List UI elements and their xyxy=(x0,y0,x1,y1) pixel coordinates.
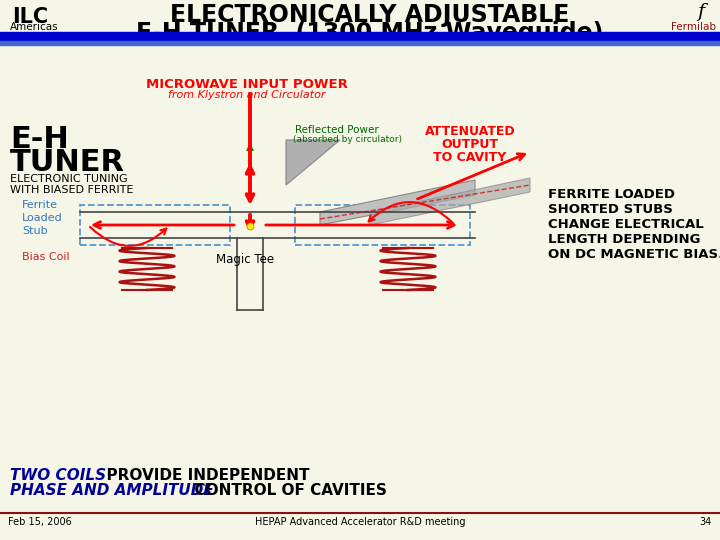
Polygon shape xyxy=(320,180,475,225)
Polygon shape xyxy=(286,140,340,185)
Text: HEPAP Advanced Accelerator R&D meeting: HEPAP Advanced Accelerator R&D meeting xyxy=(255,517,465,527)
Text: from Klystron and Circulator: from Klystron and Circulator xyxy=(168,90,325,100)
Text: ON DC MAGNETIC BIAS.: ON DC MAGNETIC BIAS. xyxy=(548,248,720,261)
Text: CHANGE ELECTRICAL: CHANGE ELECTRICAL xyxy=(548,218,703,231)
Text: SHORTED STUBS: SHORTED STUBS xyxy=(548,203,673,216)
Text: Fermilab: Fermilab xyxy=(671,22,716,32)
Text: ELECTRONICALLY ADJUSTABLE: ELECTRONICALLY ADJUSTABLE xyxy=(171,3,570,27)
Text: TWO COILS: TWO COILS xyxy=(10,468,106,483)
Text: MICROWAVE INPUT POWER: MICROWAVE INPUT POWER xyxy=(146,78,348,91)
Text: TO CAVITY: TO CAVITY xyxy=(433,151,507,164)
Text: PHASE AND AMPLITUDE: PHASE AND AMPLITUDE xyxy=(10,483,214,498)
Text: WITH BIASED FERRITE: WITH BIASED FERRITE xyxy=(10,185,133,195)
Text: Americas: Americas xyxy=(10,22,58,32)
Text: Magic Tee: Magic Tee xyxy=(216,253,274,266)
Text: f: f xyxy=(697,3,704,21)
Text: ILC: ILC xyxy=(12,7,48,27)
Text: ATTENUATED: ATTENUATED xyxy=(425,125,516,138)
Bar xyxy=(0,41,720,45)
Text: ELECTRONIC TUNING: ELECTRONIC TUNING xyxy=(10,174,127,184)
Bar xyxy=(0,32,720,40)
Text: FERRITE LOADED: FERRITE LOADED xyxy=(548,188,675,201)
Text: PROVIDE INDEPENDENT: PROVIDE INDEPENDENT xyxy=(96,468,310,483)
Bar xyxy=(80,205,230,245)
Text: Bias Coil: Bias Coil xyxy=(22,252,70,262)
Bar xyxy=(295,205,470,245)
Text: CONTROL OF CAVITIES: CONTROL OF CAVITIES xyxy=(184,483,387,498)
Text: OUTPUT: OUTPUT xyxy=(441,138,498,151)
Text: Ferrite
Loaded
Stub: Ferrite Loaded Stub xyxy=(22,200,63,237)
Text: E-H: E-H xyxy=(10,125,68,154)
Text: 34: 34 xyxy=(700,517,712,527)
Text: Feb 15, 2006: Feb 15, 2006 xyxy=(8,517,72,527)
Text: Reflected Power: Reflected Power xyxy=(295,125,379,135)
Text: TUNER: TUNER xyxy=(10,148,125,177)
Text: E-H TUNER  (1300 MHz Waveguide): E-H TUNER (1300 MHz Waveguide) xyxy=(136,21,603,45)
Polygon shape xyxy=(370,178,530,225)
Text: LENGTH DEPENDING: LENGTH DEPENDING xyxy=(548,233,701,246)
Text: (absorbed by circulator): (absorbed by circulator) xyxy=(293,135,402,144)
